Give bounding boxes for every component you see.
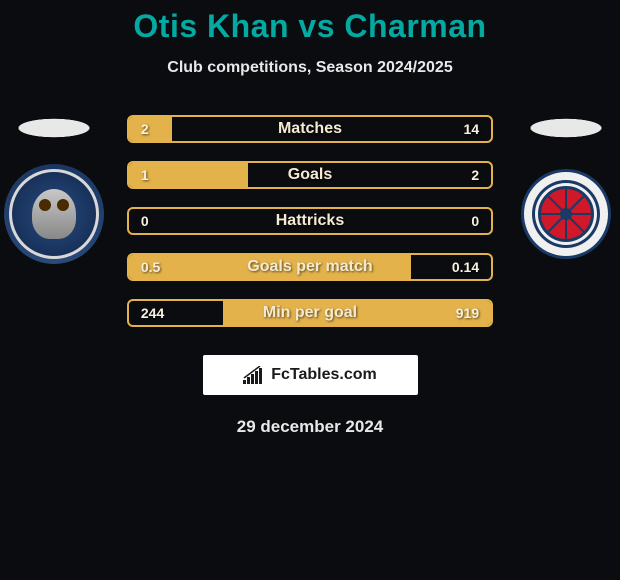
stat-bar: 0.5 Goals per match 0.14 xyxy=(127,253,493,281)
stat-bars: 2 Matches 14 1 Goals 2 0 Hattricks 0 0.5 Goals per… xyxy=(127,115,493,327)
bar-value-left: 0 xyxy=(141,213,149,229)
bar-value-right: 919 xyxy=(456,305,479,321)
bar-value-left: 0.5 xyxy=(141,259,160,275)
source-logo: FcTables.com xyxy=(203,355,418,395)
bar-value-right: 0.14 xyxy=(452,259,479,275)
bar-label: Goals xyxy=(288,166,332,184)
left-side xyxy=(0,115,109,259)
club-crest-right xyxy=(521,169,611,259)
bar-label: Min per goal xyxy=(263,304,357,322)
stat-bar: 0 Hattricks 0 xyxy=(127,207,493,235)
bar-label: Hattricks xyxy=(276,212,344,230)
stat-bar: 1 Goals 2 xyxy=(127,161,493,189)
bar-value-right: 14 xyxy=(464,121,480,137)
subtitle: Club competitions, Season 2024/2025 xyxy=(0,59,620,77)
club-crest-left xyxy=(9,169,99,259)
chart-icon xyxy=(243,366,265,384)
bar-label: Matches xyxy=(278,120,342,138)
player-silhouette-right xyxy=(516,115,616,141)
main-content: 2 Matches 14 1 Goals 2 0 Hattricks 0 0.5 Goals per… xyxy=(0,115,620,327)
logo-text: FcTables.com xyxy=(271,366,377,384)
date-label: 29 december 2024 xyxy=(0,417,620,437)
bar-value-left: 244 xyxy=(141,305,164,321)
comparison-card: Otis Khan vs Charman Club competitions, … xyxy=(0,0,620,437)
bar-label: Goals per match xyxy=(247,258,372,276)
bar-value-right: 0 xyxy=(471,213,479,229)
bar-value-left: 2 xyxy=(141,121,149,137)
owl-icon xyxy=(32,189,76,239)
bar-value-right: 2 xyxy=(471,167,479,183)
bar-fill-left xyxy=(129,117,172,141)
stat-bar: 2 Matches 14 xyxy=(127,115,493,143)
bar-value-left: 1 xyxy=(141,167,149,183)
stat-bar: 244 Min per goal 919 xyxy=(127,299,493,327)
right-side xyxy=(511,115,620,259)
page-title: Otis Khan vs Charman xyxy=(0,8,620,45)
ship-wheel-icon xyxy=(538,186,594,242)
player-silhouette-left xyxy=(4,115,104,141)
